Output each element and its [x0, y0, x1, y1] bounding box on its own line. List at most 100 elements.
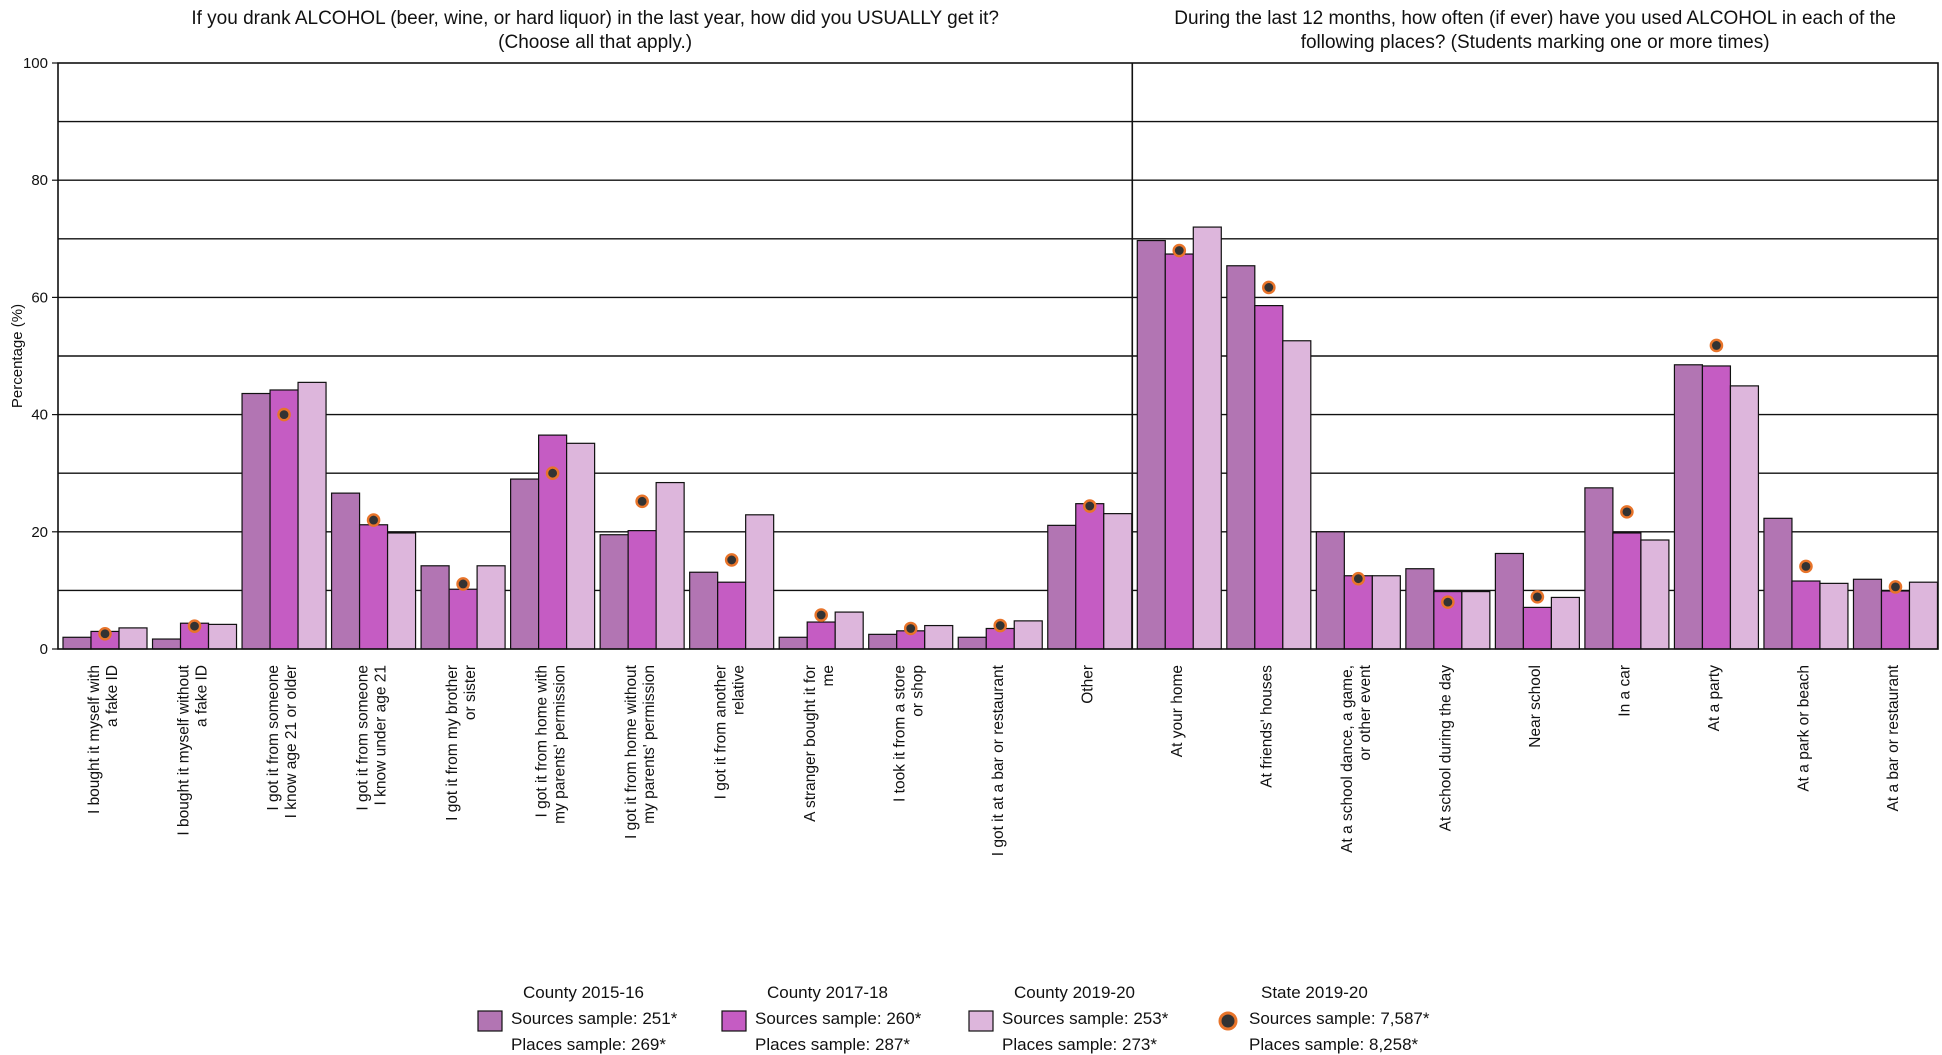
- state-dot: [187, 619, 202, 633]
- legend-text-line: County 2017-18: [767, 983, 888, 1002]
- state-dot: [1441, 595, 1455, 609]
- state-dot: [545, 466, 560, 481]
- category-label-line: Other: [1080, 665, 1097, 704]
- category-label: I got it from home withmy parents' permi…: [533, 665, 568, 824]
- category-label: Near school: [1527, 665, 1544, 748]
- category-label: At school during the day: [1438, 665, 1455, 832]
- category-label: At your home: [1169, 665, 1186, 757]
- bar-3: [1908, 581, 1939, 650]
- category-label-line: or sister: [462, 665, 479, 720]
- bar-2: [1791, 580, 1821, 650]
- category-label: Other: [1080, 665, 1097, 704]
- category-labels: I bought it myself witha fake ID I bought…: [86, 664, 1902, 856]
- bar-3: [655, 481, 685, 650]
- bar-1: [1315, 531, 1345, 650]
- bar-3: [207, 623, 238, 650]
- category-label-line: my parents' permission: [551, 665, 568, 824]
- panel-titles: If you drank ALCOHOL (beer, wine, or har…: [191, 8, 1896, 53]
- bar-1: [1047, 524, 1077, 650]
- category-label: I bought it myself witha fake ID: [86, 665, 121, 814]
- panel-title-line: following places? (Students marking one …: [1301, 32, 1770, 53]
- state-dot: [1888, 580, 1903, 594]
- bar-1: [599, 534, 629, 650]
- bar-1: [689, 571, 719, 650]
- bar-2: [358, 524, 389, 650]
- bar-2: [1701, 365, 1732, 650]
- legend-swatch: [477, 1010, 503, 1032]
- category-label-line: I took it from a store: [891, 665, 908, 802]
- category-label-line: or other event: [1357, 664, 1374, 760]
- category-label-line: At your home: [1169, 665, 1186, 757]
- legend-text-line: Places sample: 273*: [1002, 1035, 1157, 1054]
- bar-1: [1763, 517, 1793, 650]
- state-dot: [277, 407, 291, 422]
- bar-3: [924, 624, 954, 650]
- legend-text-line: Sources sample: 260*: [755, 1009, 922, 1028]
- category-label: At a party: [1706, 665, 1723, 732]
- category-label-line: I know age 21 or older: [283, 665, 300, 818]
- category-label-line: I know under age 21: [372, 665, 389, 805]
- bar-1: [1226, 265, 1256, 650]
- bar-3: [386, 532, 417, 650]
- bar-1: [1852, 578, 1883, 650]
- bar-3: [1461, 590, 1491, 650]
- legend-swatch: [721, 1010, 747, 1032]
- category-label-line: or shop: [909, 665, 926, 717]
- bar-3: [1640, 539, 1670, 650]
- plot-border: [57, 62, 1939, 650]
- bar-1: [1405, 568, 1435, 650]
- category-label: In a car: [1617, 665, 1634, 717]
- bar-2: [269, 389, 299, 650]
- category-label-line: I got it from another: [712, 665, 729, 799]
- legend-text-line: County 2015-16: [523, 983, 644, 1002]
- category-label: I bought it myself withouta fake ID: [175, 664, 210, 835]
- state-dot: [635, 494, 649, 509]
- category-label: A stranger bought it forme: [802, 665, 837, 822]
- bar-3: [834, 611, 864, 650]
- bar-1: [510, 478, 540, 650]
- bar-3: [1550, 596, 1580, 650]
- state-dot: [1799, 559, 1813, 574]
- legend: County 2015-16 Sources sample: 251* Places…: [477, 983, 1430, 1054]
- bar-1: [868, 633, 898, 650]
- panel-title-line: During the last 12 months, how often (if…: [1174, 8, 1896, 29]
- bar-2: [1164, 253, 1194, 650]
- category-label-line: I bought it myself without: [175, 664, 192, 835]
- state-dot: [1709, 338, 1724, 353]
- category-label-line: Near school: [1527, 665, 1544, 748]
- plot-frame: [57, 62, 1939, 650]
- bar-1: [957, 636, 987, 650]
- category-label-line: I bought it myself with: [86, 665, 103, 814]
- y-tick-label: 100: [23, 55, 48, 72]
- bar-3: [1282, 340, 1312, 650]
- y-axis-title: Percentage (%): [9, 304, 26, 408]
- bar-3: [1819, 582, 1849, 650]
- state-dot: [1172, 243, 1187, 258]
- category-label: At a park or beach: [1796, 665, 1813, 792]
- category-label: I took it from a storeor shop: [891, 665, 926, 802]
- category-label-line: a fake ID: [193, 665, 210, 727]
- bar-2: [627, 530, 657, 650]
- state-dot: [1351, 571, 1366, 586]
- category-label-line: I got it from home with: [533, 665, 550, 817]
- state-dot: [814, 608, 828, 622]
- bar-1: [1673, 364, 1704, 650]
- bar-2: [1254, 305, 1284, 650]
- bar-1: [1136, 239, 1166, 650]
- bar-1: [1584, 487, 1614, 650]
- category-label: I got it from someoneI know under age 21: [354, 665, 389, 811]
- category-label-line: At a park or beach: [1796, 665, 1813, 792]
- bar-3: [118, 627, 148, 650]
- legend-text-line: Sources sample: 251*: [511, 1009, 678, 1028]
- category-label: I got it from my brotheror sister: [444, 665, 479, 821]
- bar-3: [1013, 620, 1043, 650]
- bar-3: [1371, 575, 1401, 650]
- bar-2: [1612, 532, 1642, 650]
- state-dot: [1530, 590, 1545, 604]
- y-tick-label: 80: [31, 172, 48, 189]
- category-label-line: At school during the day: [1438, 665, 1455, 832]
- panel-title-line: (Choose all that apply.): [498, 32, 692, 53]
- category-label: I got it at a bar or restaurant: [990, 664, 1007, 856]
- category-label-line: my parents' permission: [641, 665, 658, 824]
